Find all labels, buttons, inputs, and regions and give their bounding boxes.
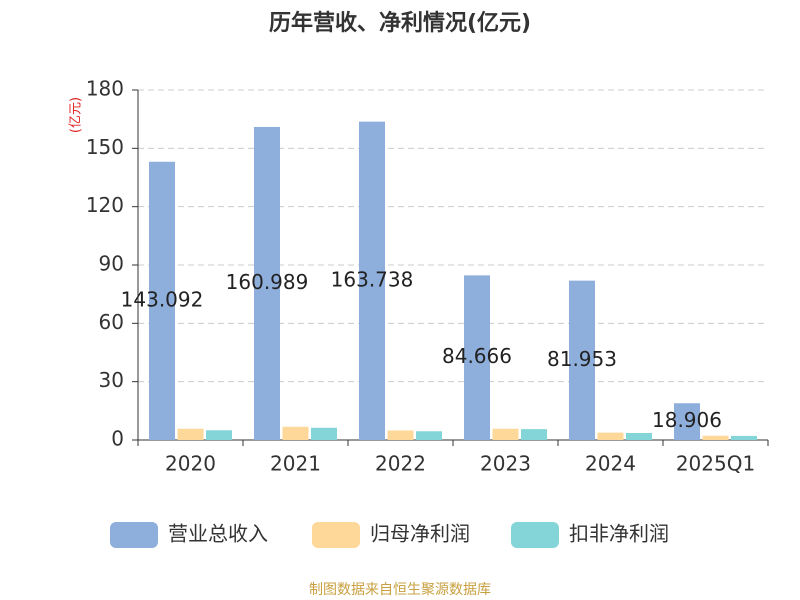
x-tick-label: 2024: [585, 452, 636, 476]
bar: [492, 428, 519, 440]
y-tick-label: 150: [86, 135, 124, 159]
data-label: 84.666: [442, 344, 512, 368]
data-label: 18.906: [652, 408, 722, 432]
y-tick-label: 0: [111, 427, 124, 451]
bar: [149, 161, 175, 440]
legend-swatch: [511, 522, 559, 548]
bar: [674, 403, 700, 440]
bar: [206, 430, 232, 440]
bar: [597, 432, 624, 440]
chart-title: 历年营收、净利情况(亿元): [269, 10, 531, 36]
source-note: 制图数据来自恒生聚源数据库: [309, 582, 491, 598]
bar: [626, 433, 652, 440]
y-tick-label: 180: [86, 77, 124, 101]
x-tick-label: 2022: [375, 452, 426, 476]
legend-swatch: [312, 522, 360, 548]
bar: [311, 427, 337, 440]
data-label: 163.738: [331, 267, 414, 291]
bar: [731, 435, 757, 440]
bar: [702, 435, 729, 440]
y-tick-label: 120: [86, 193, 124, 217]
data-label: 81.953: [547, 347, 617, 371]
data-label: 143.092: [121, 287, 204, 311]
x-tick-label: 2021: [270, 452, 321, 476]
bar: [387, 430, 414, 440]
x-tick-label: 2023: [480, 452, 531, 476]
y-tick-label: 90: [99, 252, 124, 276]
legend-label: 营业总收入: [168, 522, 268, 546]
bar: [282, 426, 309, 440]
legend-label: 归母净利润: [370, 522, 470, 546]
bar: [464, 275, 490, 440]
y-axis-label: (亿元): [69, 97, 84, 133]
legend-label: 扣非净利润: [569, 522, 669, 546]
data-label: 160.989: [226, 270, 309, 294]
legend-swatch: [110, 522, 158, 548]
bar: [569, 280, 595, 440]
bar: [254, 126, 280, 441]
y-tick-label: 30: [99, 368, 124, 392]
bar: [359, 121, 385, 441]
x-tick-label: 2025Q1: [676, 452, 755, 476]
y-tick-label: 60: [99, 310, 124, 334]
x-tick-label: 2020: [165, 452, 216, 476]
bar: [416, 431, 442, 440]
bar: [177, 428, 204, 440]
bar: [521, 429, 547, 440]
